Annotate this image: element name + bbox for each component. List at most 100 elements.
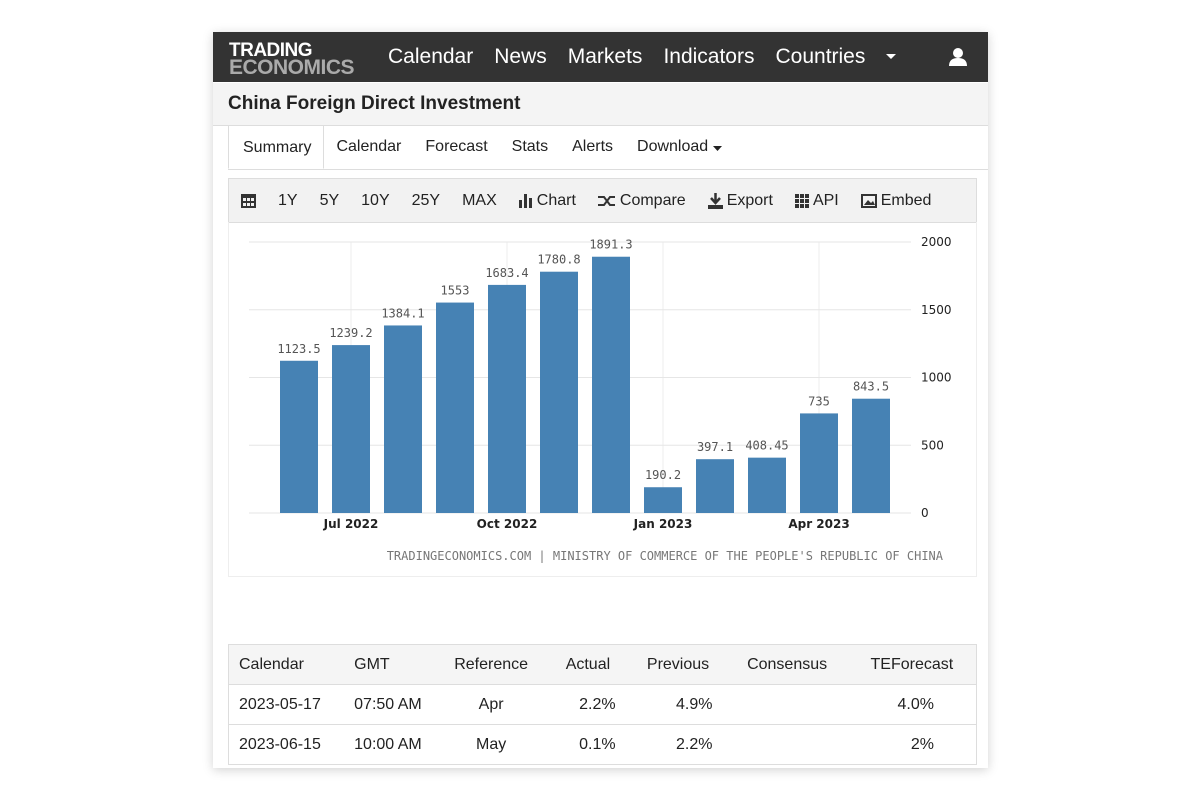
x-tick-label: Jan 2023 [633,517,693,531]
tab[interactable]: Alerts [572,138,614,155]
label: Embed [880,191,932,209]
table-cell: 4.9% [629,684,727,725]
nav-link[interactable]: Indicators [663,45,755,68]
table-cell: 2% [847,724,977,765]
tab[interactable]: Summary [228,125,325,169]
value-label: 1123.5 [277,342,320,356]
chart-area: Jul 2022 Oct 2022 Jan 2023 Apr 2023 0 500 1000… [228,222,977,577]
header-row: Calendar GMT Reference Actual Previous Consen… [228,644,977,685]
toolbar: 1Y 5Y 10Y 25Y MAX Chart Compare Export A… [228,178,977,223]
x-tick-label: Oct 2022 [477,517,538,531]
source-note: TRADINGECONOMICS.COM | MINISTRY OF COMME… [387,549,944,563]
icon [597,195,615,206]
icon [518,193,532,208]
nav-link[interactable]: Countries [775,45,866,68]
icon [860,193,877,208]
tabs: Summary Calendar Forecast Stats Alerts D… [228,125,988,170]
header-cell: GMT [344,644,436,685]
value-label: 735 [808,394,830,408]
icon [707,192,723,209]
nav-link[interactable]: Markets [567,45,643,68]
header-cell: Calendar [228,644,345,685]
value-label: 397.1 [697,440,733,454]
bar [696,459,734,513]
header-cell: Reference [435,644,547,685]
bar [644,487,682,513]
brand-logo[interactable]: TRADING ECONOMICS [229,40,355,79]
tab[interactable]: Download [625,125,734,169]
value-label: 190.2 [645,468,681,482]
nav-link[interactable]: News [494,45,547,68]
y-tick-label: 2000 [921,235,952,249]
value-label: 1891.3 [589,238,632,252]
label: Chart [536,191,576,209]
bar [436,302,474,513]
bar [748,457,786,513]
icon [794,193,809,208]
table-cell [726,724,848,765]
y-tick-label: 1000 [921,371,952,385]
user-icon[interactable] [948,47,968,67]
tab-label: Download [637,138,709,155]
caret [712,146,722,151]
nav-items: Calendar News Markets Indicators Countri… [388,32,897,82]
brand-line: TRADING [229,40,313,61]
y-tick-label: 0 [921,506,929,520]
bar [488,284,526,513]
table-cell: 07:50 AM [344,684,436,725]
table-cell: 0.1% [546,724,630,765]
header-cell: Previous [629,644,727,685]
embed-button[interactable]: Embed [860,191,932,210]
value-label: 1683.4 [485,266,528,280]
caret[interactable] [886,54,897,60]
table-cell: May [435,724,547,765]
y-tick-label: 500 [921,438,944,452]
value-label: 1780.8 [537,253,580,267]
table-cell: 2023-06-15 [228,724,345,765]
table-row: 2023-06-15 10:00 AM May 0.1% 2.2% 2% [228,724,977,765]
range-button[interactable]: 1Y [278,191,298,209]
brand-line: ECONOMICS [229,56,355,79]
value-label: 408.45 [745,439,788,453]
x-tick-label: Jul 2022 [323,517,379,531]
value-label: 1384.1 [381,306,424,320]
tab[interactable]: Stats [511,138,549,155]
bar [800,413,838,513]
table-cell: 10:00 AM [344,724,436,765]
chart: Jul 2022 Oct 2022 Jan 2023 Apr 2023 0 500 1000… [249,235,952,563]
tab[interactable]: Forecast [425,138,488,155]
table-cell: 2.2% [629,724,727,765]
calendar-table: Calendar GMT Reference Actual Previous Consen… [228,644,977,765]
table-cell: Apr [435,684,547,725]
compare-button[interactable]: Compare [597,191,686,210]
value-label: 1553 [441,284,470,298]
table-cell: 2023-05-17 [228,684,345,725]
range-button[interactable]: 5Y [319,191,340,209]
calendar-icon[interactable] [241,193,256,208]
navbar: TRADING ECONOMICS Calendar News Markets … [213,32,988,82]
label: Compare [619,191,686,209]
label: API [812,191,839,209]
y-tick-label: 1500 [921,303,952,317]
table-cell [726,684,848,725]
range-button[interactable]: 25Y [411,191,441,209]
tab[interactable]: Calendar [336,138,402,155]
value-label: 843.5 [853,380,889,394]
chart-button[interactable]: Chart [518,191,576,210]
export-button[interactable]: Export [707,192,773,210]
bar [852,398,890,513]
table-row: 2023-05-17 07:50 AM Apr 2.2% 4.9% 4.0% [228,684,977,725]
table-cell: 2.2% [546,684,630,725]
api-button[interactable]: API [794,191,839,210]
nav-link[interactable]: Calendar [388,45,474,68]
title-bar: China Foreign Direct Investment [213,83,988,126]
table-cell: 4.0% [847,684,977,725]
page-title: China Foreign Direct Investment [228,93,521,114]
range-button[interactable]: MAX [462,191,497,209]
bar [332,345,370,513]
range-button[interactable]: 10Y [361,191,390,209]
bar [592,256,630,513]
bar [384,325,422,513]
bar [280,360,318,513]
